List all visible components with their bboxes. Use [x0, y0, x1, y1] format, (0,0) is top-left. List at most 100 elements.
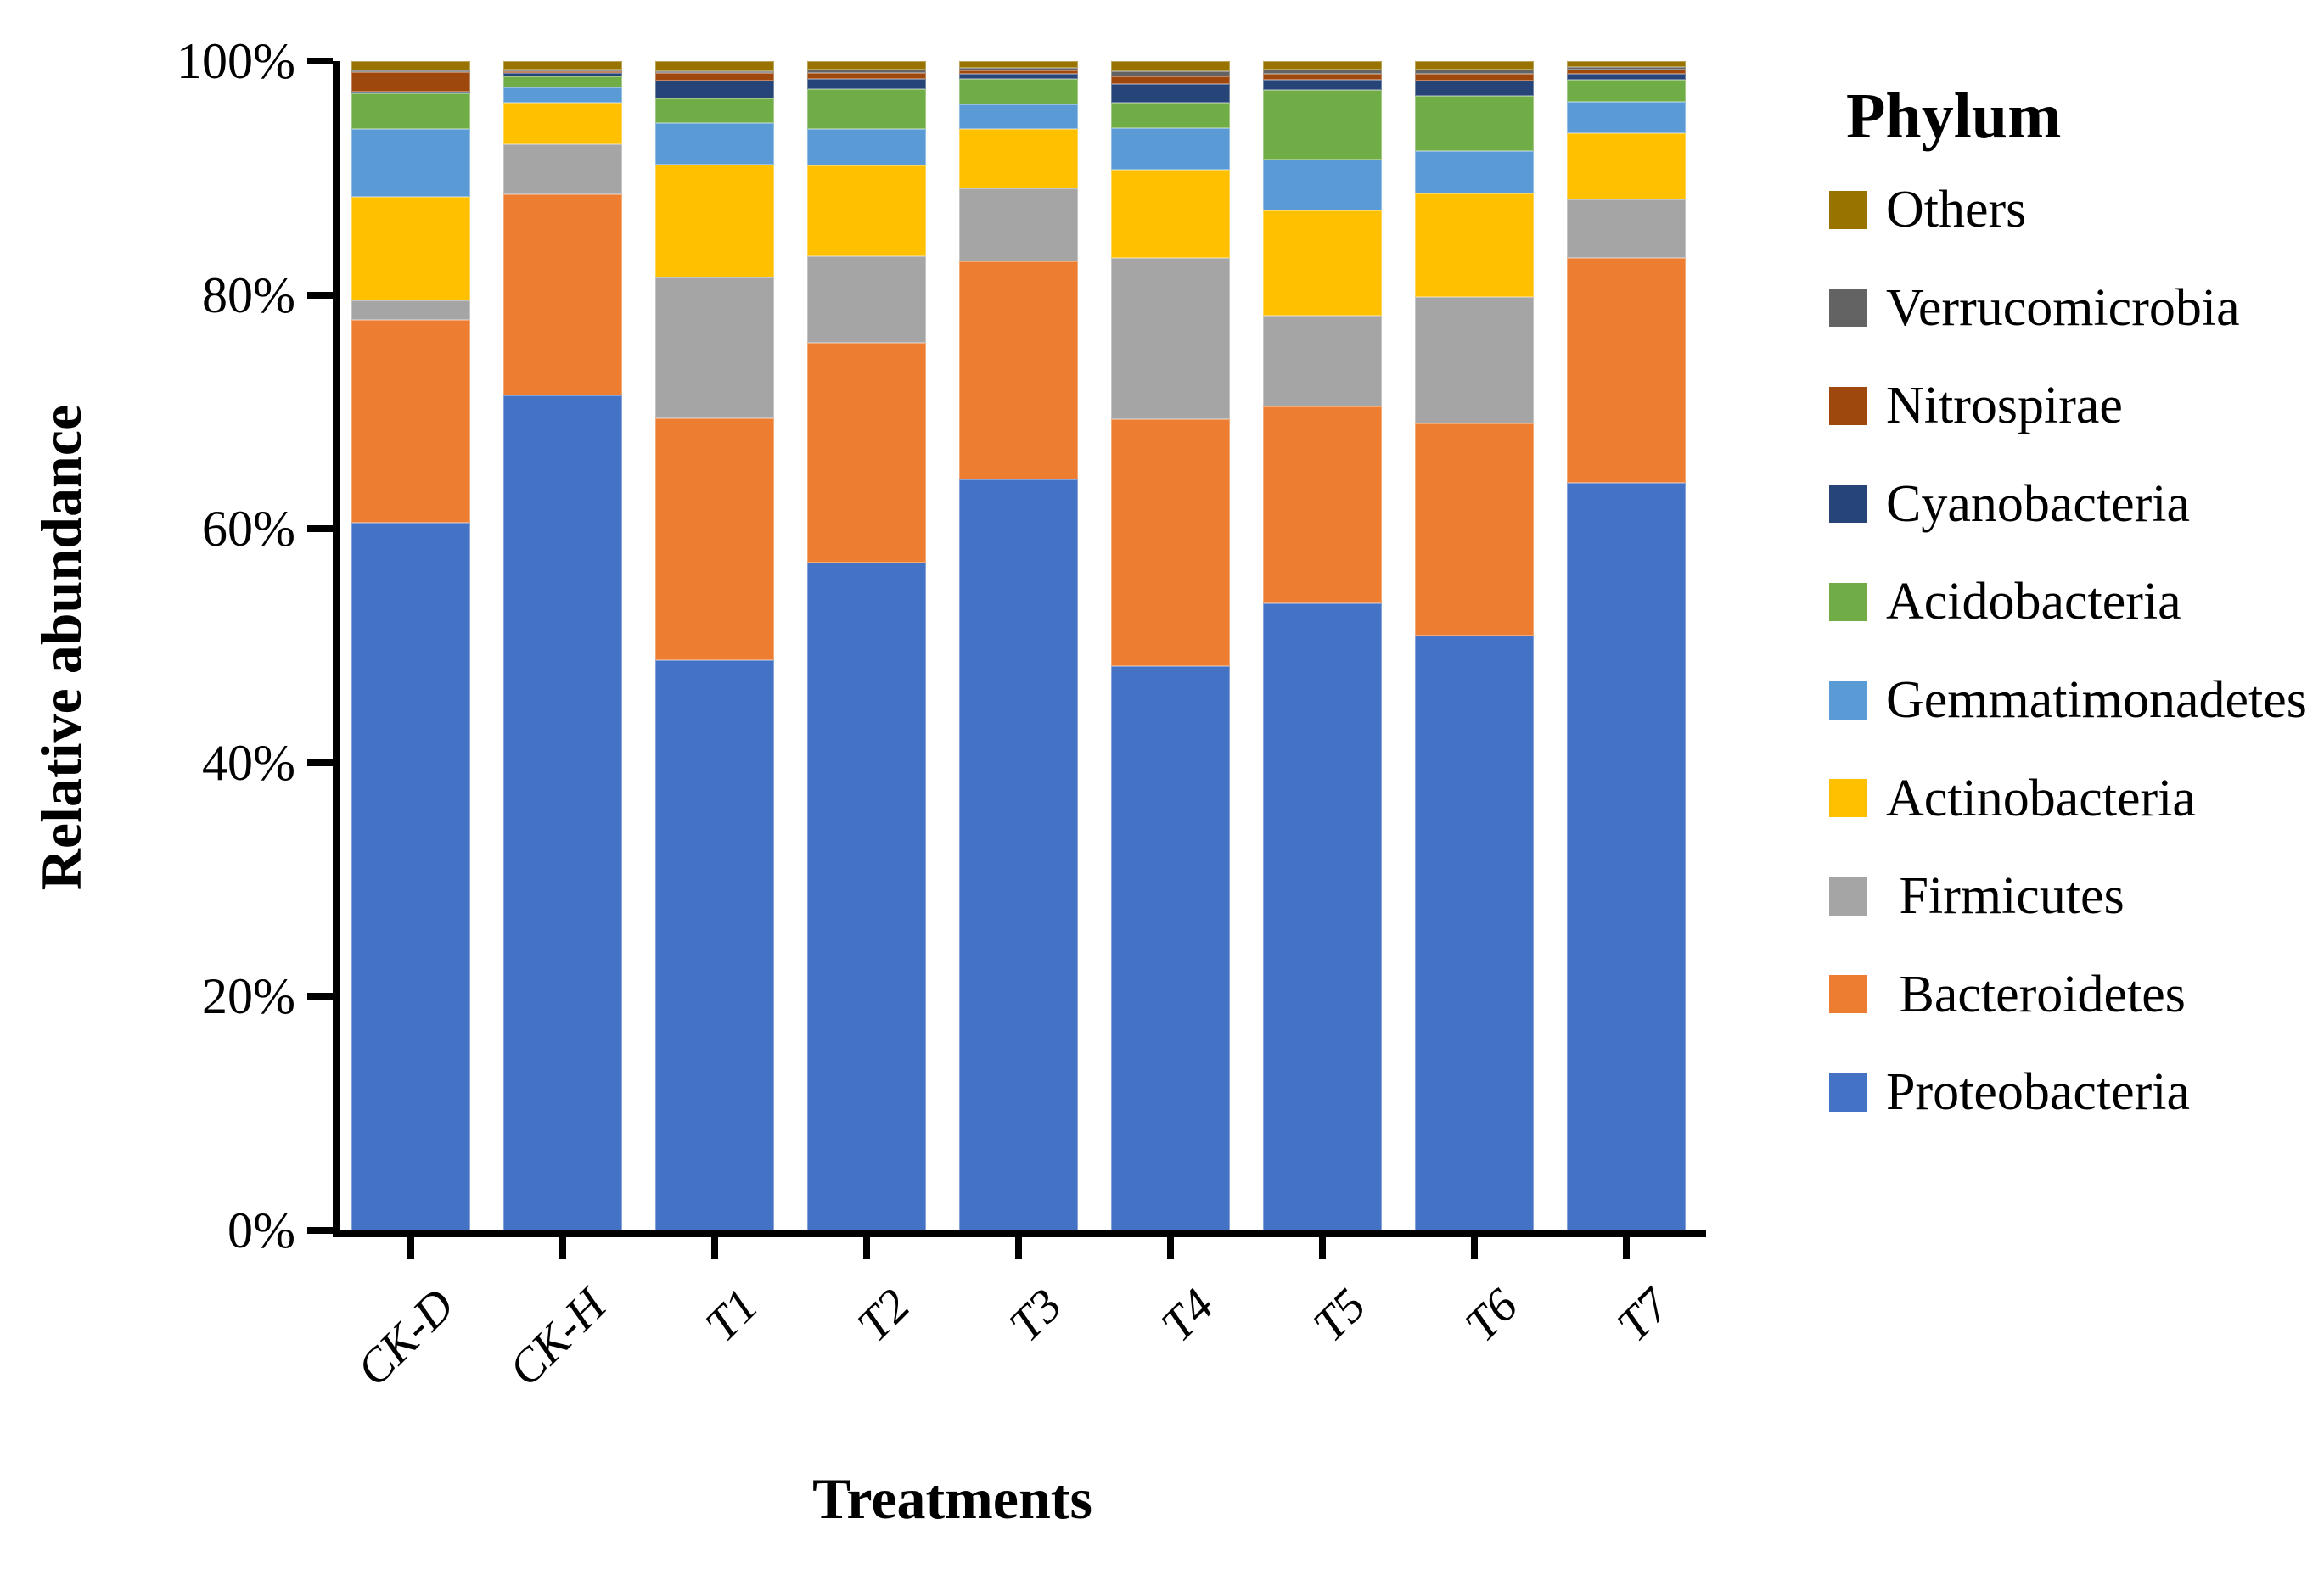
- y-tick-label: 60%: [202, 501, 295, 558]
- legend-item-Gemmatimonadetes: Gemmatimonadetes: [1829, 672, 2307, 728]
- segment-Bacteroidetes: [503, 193, 622, 396]
- segment-Bacteroidetes: [1263, 406, 1382, 604]
- segment-Others: [655, 60, 774, 72]
- legend-item-Proteobacteria: Proteobacteria: [1829, 1064, 2190, 1120]
- segment-Gemmatimonadetes: [1111, 127, 1230, 171]
- segment-Proteobacteria: [503, 395, 622, 1230]
- y-tick-label: 0%: [227, 1202, 295, 1258]
- segment-Cyanobacteria: [1111, 83, 1230, 103]
- segment-Gemmatimonadetes: [1263, 159, 1382, 210]
- x-tick-mark: [407, 1237, 414, 1259]
- bar-T7: [1567, 61, 1686, 1230]
- legend-label-Bacteroidetes: Bacteroidetes: [1886, 965, 2186, 1023]
- bar-CK-H: [503, 61, 622, 1230]
- segment-Verrucomicrobia: [655, 71, 774, 74]
- segment-Bacteroidetes: [959, 261, 1078, 480]
- legend-title: Phylum: [1846, 81, 2062, 152]
- segment-Nitrospirae: [1111, 76, 1230, 84]
- legend-label-Acidobacteria: Acidobacteria: [1886, 573, 2181, 631]
- segment-Actinobacteria: [807, 165, 926, 257]
- segment-Bacteroidetes: [1415, 423, 1534, 636]
- segment-Verrucomicrobia: [351, 70, 470, 73]
- legend-item-Acidobacteria: Acidobacteria: [1829, 574, 2181, 630]
- legend-item-Verrucomicrobia: Verrucomicrobia: [1829, 280, 2240, 336]
- segment-Actinobacteria: [1415, 193, 1534, 298]
- segment-Nitrospirae: [655, 73, 774, 81]
- legend-swatch-Proteobacteria: [1829, 1073, 1867, 1112]
- segment-Bacteroidetes: [807, 343, 926, 563]
- segment-Verrucomicrobia: [959, 67, 1078, 71]
- legend-label-Verrucomicrobia: Verrucomicrobia: [1886, 278, 2240, 337]
- legend-item-Nitrospirae: Nitrospirae: [1829, 378, 2123, 434]
- segment-Nitrospirae: [351, 72, 470, 92]
- legend-swatch-Verrucomicrobia: [1829, 289, 1867, 328]
- x-tick-mark: [1319, 1237, 1326, 1259]
- segment-Gemmatimonadetes: [1415, 151, 1534, 194]
- segment-Proteobacteria: [1263, 603, 1382, 1230]
- segment-Acidobacteria: [959, 78, 1078, 105]
- plot-axes-frame: [333, 61, 1706, 1237]
- legend-swatch-Others: [1829, 190, 1867, 229]
- segment-Actinobacteria: [1567, 132, 1686, 199]
- x-tick-mark: [711, 1237, 718, 1259]
- segment-Firmicutes: [1567, 199, 1686, 259]
- segment-Proteobacteria: [1567, 483, 1686, 1230]
- legend-label-Gemmatimonadetes: Gemmatimonadetes: [1886, 671, 2307, 729]
- y-tick-mark: [307, 525, 333, 533]
- segment-Gemmatimonadetes: [959, 104, 1078, 129]
- segment-Bacteroidetes: [655, 417, 774, 660]
- legend-swatch-Actinobacteria: [1829, 779, 1867, 818]
- segment-Verrucomicrobia: [503, 69, 622, 71]
- segment-Cyanobacteria: [1415, 81, 1534, 96]
- segment-Bacteroidetes: [1567, 258, 1686, 484]
- bar-T4: [1111, 61, 1230, 1230]
- bar-T1: [655, 60, 774, 1230]
- segment-Others: [351, 61, 470, 71]
- x-tick-mark: [559, 1237, 566, 1259]
- segment-Nitrospirae: [1567, 70, 1686, 75]
- legend-item-Others: Others: [1829, 182, 2026, 238]
- legend-label-Proteobacteria: Proteobacteria: [1886, 1063, 2191, 1122]
- bar-CK-D: [351, 61, 470, 1230]
- bar-T5: [1263, 61, 1382, 1230]
- x-tick-mark: [863, 1237, 870, 1259]
- segment-Gemmatimonadetes: [503, 87, 622, 104]
- segment-Nitrospirae: [1415, 73, 1534, 81]
- segment-Others: [959, 61, 1078, 68]
- segment-Acidobacteria: [807, 89, 926, 129]
- legend-swatch-Bacteroidetes: [1829, 975, 1867, 1014]
- y-tick-mark: [307, 759, 333, 766]
- segment-Cyanobacteria: [655, 81, 774, 98]
- segment-Verrucomicrobia: [1111, 71, 1230, 76]
- segment-Firmicutes: [959, 188, 1078, 261]
- legend-swatch-Acidobacteria: [1829, 582, 1867, 621]
- x-axis-title: Treatments: [812, 1466, 1092, 1531]
- segment-Nitrospirae: [503, 70, 622, 73]
- legend-item-Cyanobacteria: Cyanobacteria: [1829, 476, 2190, 532]
- segment-Gemmatimonadetes: [351, 129, 470, 198]
- segment-Firmicutes: [1415, 297, 1534, 423]
- segment-Proteobacteria: [807, 563, 926, 1230]
- segment-Gemmatimonadetes: [807, 128, 926, 165]
- segment-Actinobacteria: [503, 103, 622, 144]
- segment-Cyanobacteria: [351, 91, 470, 94]
- y-tick-mark: [307, 58, 333, 64]
- segment-Acidobacteria: [1111, 102, 1230, 128]
- segment-Actinobacteria: [1111, 170, 1230, 259]
- y-tick-mark: [307, 993, 333, 1000]
- segment-Gemmatimonadetes: [1567, 102, 1686, 133]
- legend-swatch-Gemmatimonadetes: [1829, 681, 1867, 720]
- bar-T6: [1415, 61, 1534, 1230]
- segment-Proteobacteria: [959, 479, 1078, 1230]
- segment-Bacteroidetes: [351, 319, 470, 523]
- segment-Acidobacteria: [1415, 95, 1534, 152]
- segment-Others: [807, 61, 926, 70]
- segment-Bacteroidetes: [1111, 418, 1230, 667]
- segment-Verrucomicrobia: [807, 70, 926, 73]
- segment-Proteobacteria: [1415, 635, 1534, 1230]
- segment-Others: [1415, 61, 1534, 70]
- segment-Acidobacteria: [351, 93, 470, 130]
- legend-item-Actinobacteria: Actinobacteria: [1829, 770, 2196, 827]
- segment-Others: [503, 61, 622, 70]
- y-tick-label: 80%: [202, 266, 295, 323]
